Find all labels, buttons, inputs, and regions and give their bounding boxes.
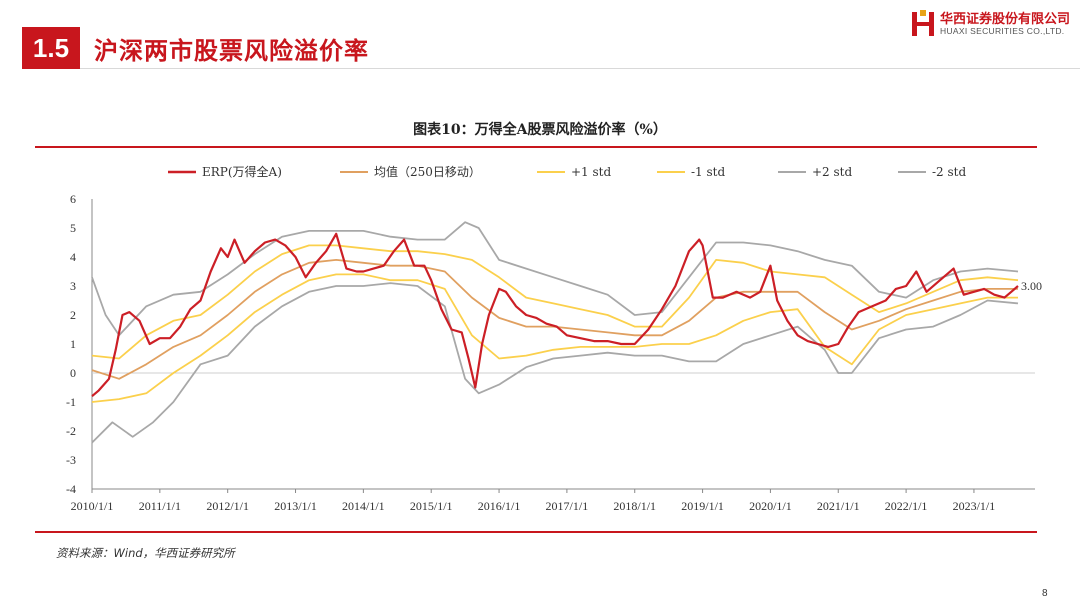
- chart-top-rule: [35, 146, 1037, 148]
- y-tick-label: 1: [70, 337, 76, 351]
- legend-label: -2 std: [932, 165, 966, 179]
- x-tick-label: 2018/1/1: [613, 499, 656, 513]
- x-tick-label: 2014/1/1: [342, 499, 385, 513]
- page-number: 8: [1042, 588, 1048, 599]
- legend-item-plus-1std: +1 std: [537, 165, 611, 179]
- erp-end-value-label: 3.00: [1021, 279, 1042, 293]
- x-tick-label: 2013/1/1: [274, 499, 317, 513]
- x-tick-label: 2022/1/1: [885, 499, 928, 513]
- x-tick-label: 2011/1/1: [139, 499, 181, 513]
- x-tick-label: 2023/1/1: [953, 499, 996, 513]
- chart-title: 图表10：万得全A股票风险溢价率（%）: [413, 122, 667, 138]
- legend-label: +1 std: [571, 165, 611, 179]
- legend-label: +2 std: [812, 165, 852, 179]
- legend-item-erp: ERP(万得全A): [168, 164, 282, 179]
- legend-label: -1 std: [691, 165, 725, 179]
- y-tick-label: 4: [70, 250, 76, 264]
- y-tick-label: 0: [70, 366, 76, 380]
- legend-item-minus-1std: -1 std: [657, 165, 725, 179]
- x-tick-label: 2012/1/1: [206, 499, 249, 513]
- y-tick-label: 6: [70, 192, 76, 206]
- y-tick-label: 2: [70, 308, 76, 322]
- chart-labels: 3.00: [1021, 279, 1042, 293]
- x-tick-label: 2015/1/1: [410, 499, 453, 513]
- plus-2std-series-line: [91, 221, 1019, 337]
- legend-label: ERP(万得全A): [202, 164, 282, 179]
- source-note: 资料来源：Wind，华西证券研究所: [56, 546, 235, 560]
- section-title: 沪深两市股票风险溢价率: [94, 37, 369, 65]
- company-logo: 华西证券股份有限公司 HUAXI SECURITIES CO.,LTD.: [910, 8, 1072, 40]
- x-tick-label: 2010/1/1: [71, 499, 114, 513]
- y-tick-label: -2: [66, 424, 76, 438]
- header-divider: [80, 68, 1080, 69]
- minus-1std-series-line: [91, 273, 1018, 403]
- huaxi-logo-icon: [912, 10, 934, 36]
- x-tick-label: 2021/1/1: [817, 499, 860, 513]
- y-tick-label: 3: [70, 279, 76, 293]
- logo-chinese-name: 华西证券股份有限公司: [940, 12, 1071, 27]
- logo-english-name: HUAXI SECURITIES CO.,LTD.: [940, 26, 1065, 36]
- x-tick-label: 2016/1/1: [478, 499, 521, 513]
- legend-item-mean: 均值（250日移动）: [340, 164, 481, 179]
- chart-axes: 6 5 4 3 2 1 0 -1 -2 -3 -4 2010/1/1 2011/1/1 2012/1/1 2…: [66, 192, 1035, 513]
- x-tick-label: 2020/1/1: [749, 499, 792, 513]
- y-tick-label: -4: [66, 482, 76, 496]
- chart-legend: ERP(万得全A) 均值（250日移动） +1 std -1 std +2 std -2 …: [168, 164, 966, 179]
- legend-label: 均值（250日移动）: [374, 164, 481, 179]
- minus-2std-series-line: [91, 282, 1019, 444]
- plus-1std-series-line: [91, 244, 1019, 360]
- x-tick-label: 2017/1/1: [546, 499, 589, 513]
- chart-bottom-rule: [35, 531, 1037, 533]
- y-tick-label: 5: [70, 221, 76, 235]
- section-number-badge: 1.5: [22, 27, 80, 69]
- y-tick-label: -3: [66, 453, 76, 467]
- legend-item-minus-2std: -2 std: [898, 165, 966, 179]
- y-tick-label: -1: [66, 395, 76, 409]
- erp-series-line: [91, 232, 1019, 398]
- chart-plot-area: [91, 221, 1019, 444]
- x-tick-label: 2019/1/1: [681, 499, 724, 513]
- legend-item-plus-2std: +2 std: [778, 165, 852, 179]
